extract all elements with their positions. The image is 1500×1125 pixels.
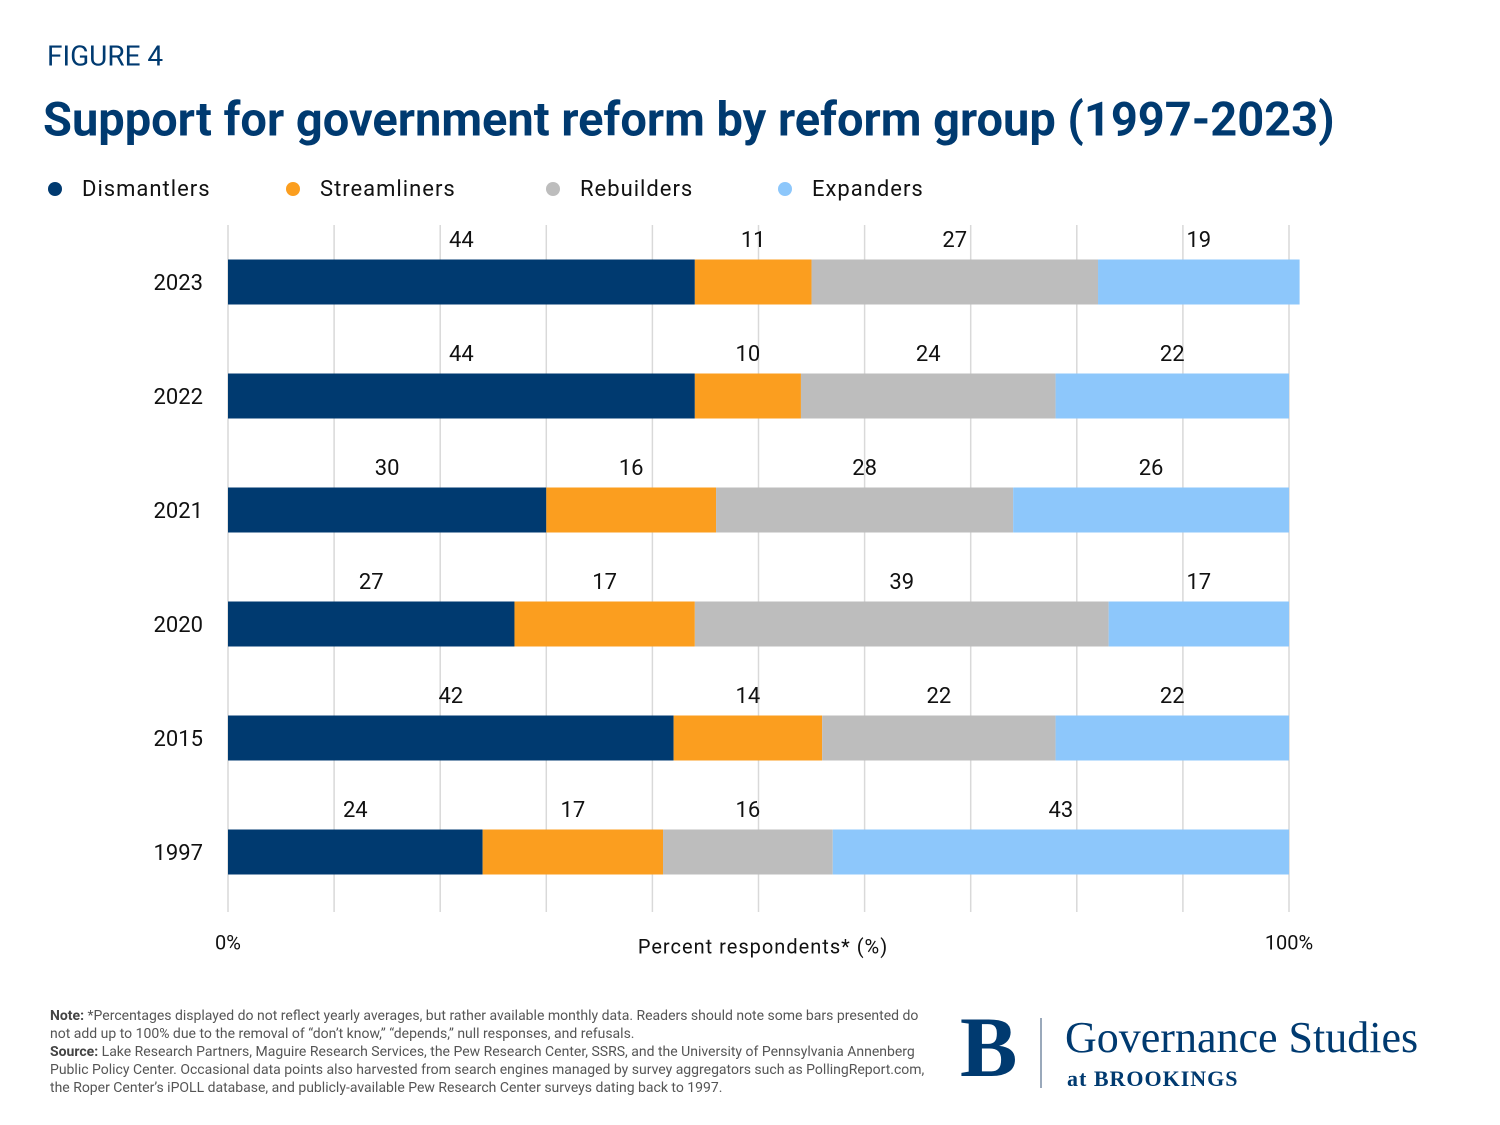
bar-segment <box>1013 487 1289 533</box>
bar-segment <box>811 259 1099 305</box>
logo-subtitle: at BROOKINGS <box>1067 1066 1239 1091</box>
x-tick-label: 0% <box>215 930 241 954</box>
y-tick-label: 2022 <box>154 385 203 410</box>
source-label: Source: <box>50 1044 99 1060</box>
data-label: 44 <box>449 342 474 367</box>
bar-segment <box>228 715 674 761</box>
source: Source: Lake Research Partners, Maguire … <box>50 1043 930 1097</box>
data-label: 22 <box>1160 684 1185 709</box>
data-label: 24 <box>343 798 368 823</box>
bar-segment <box>546 487 717 533</box>
y-tick-label: 2023 <box>154 271 203 296</box>
data-label: 42 <box>438 684 463 709</box>
note-label: Note: <box>50 1008 85 1024</box>
bar-segment <box>800 373 1056 419</box>
bar-segment <box>694 601 1109 647</box>
legend-label: Expanders <box>812 177 924 202</box>
note-text: *Percentages displayed do not reflect ye… <box>50 1008 919 1042</box>
bar-segment <box>514 601 695 647</box>
bar-segment <box>1055 373 1289 419</box>
data-label: 17 <box>1186 570 1211 595</box>
data-label: 27 <box>359 570 384 595</box>
logo-letter: B <box>960 999 1018 1095</box>
bar-segment <box>832 829 1289 875</box>
legend-marker <box>286 182 300 196</box>
data-label: 26 <box>1139 456 1164 481</box>
data-label: 22 <box>1160 342 1185 367</box>
legend-label: Dismantlers <box>82 177 211 202</box>
data-label: 43 <box>1049 798 1074 823</box>
data-label: 39 <box>889 570 914 595</box>
y-tick-label: 2015 <box>154 727 203 752</box>
data-label: 27 <box>942 228 967 253</box>
y-tick-label: 2020 <box>154 613 203 638</box>
data-label: 30 <box>375 456 400 481</box>
bar-segment <box>694 259 812 305</box>
data-label: 19 <box>1186 228 1211 253</box>
data-label: 16 <box>736 798 761 823</box>
bar-segment <box>228 259 695 305</box>
footnote: Note: *Percentages displayed do not refl… <box>50 1007 930 1097</box>
y-tick-label: 2021 <box>154 499 203 524</box>
bar-segment <box>663 829 833 875</box>
legend-marker <box>778 182 792 196</box>
bar-segment <box>1108 601 1289 647</box>
legend-marker <box>48 182 62 196</box>
data-label: 17 <box>560 798 585 823</box>
x-axis-title: Percent respondents* (%) <box>638 934 888 958</box>
bar-segment <box>673 715 823 761</box>
legend-marker <box>546 182 560 196</box>
legend-label: Rebuilders <box>580 177 693 202</box>
bar-segment <box>228 373 695 419</box>
y-tick-label: 1997 <box>154 841 203 866</box>
chart: FIGURE 4 Support for government reform b… <box>43 39 1335 958</box>
chart-title: Support for government reform by reform … <box>43 92 1335 147</box>
bar-segment <box>694 373 801 419</box>
logo-title: Governance Studies <box>1065 1013 1419 1062</box>
bar-segment <box>482 829 664 875</box>
data-label: 24 <box>916 342 941 367</box>
bar-segment <box>716 487 1014 533</box>
data-label: 28 <box>852 456 877 481</box>
bar-segment <box>228 829 483 875</box>
data-label: 14 <box>736 684 761 709</box>
bar-segment <box>228 601 515 647</box>
bar-segment <box>228 487 547 533</box>
data-label: 17 <box>592 570 617 595</box>
bar-segment <box>1055 715 1289 761</box>
figure-label: FIGURE 4 <box>47 39 163 72</box>
bar-segment <box>822 715 1056 761</box>
legend-label: Streamliners <box>320 177 456 202</box>
note: Note: *Percentages displayed do not refl… <box>50 1007 930 1043</box>
data-label: 11 <box>741 228 766 253</box>
data-label: 44 <box>449 228 474 253</box>
data-label: 22 <box>927 684 952 709</box>
data-label: 16 <box>619 456 644 481</box>
data-label: 10 <box>736 342 761 367</box>
x-tick-label: 100% <box>1265 930 1313 954</box>
logo-divider <box>1040 1018 1042 1088</box>
source-text: Lake Research Partners, Maguire Research… <box>50 1044 925 1096</box>
bar-segment <box>1098 259 1300 305</box>
